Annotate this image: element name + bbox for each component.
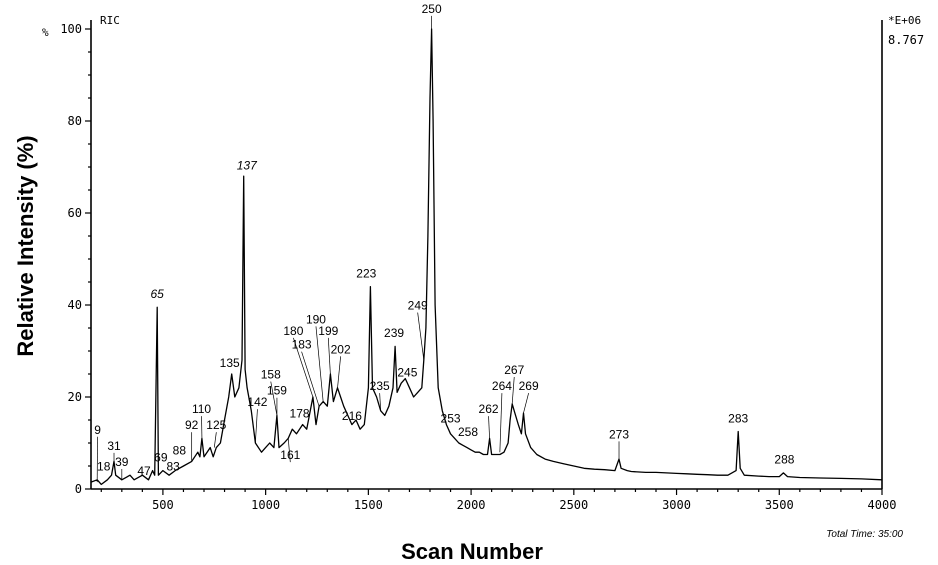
peak-label: 47 bbox=[137, 464, 151, 478]
x-tick-label: 2500 bbox=[559, 498, 588, 512]
y-unit-marker: % bbox=[42, 26, 49, 39]
peak-label: 269 bbox=[519, 379, 539, 393]
x-ticks: 500 1000 1500 2000 2500 3000 3500 4000 bbox=[100, 489, 897, 512]
peak-leader-line bbox=[327, 337, 331, 375]
peak-leader-line bbox=[255, 409, 258, 444]
peak-label: 110 bbox=[192, 402, 211, 416]
peak-label: 264 bbox=[492, 379, 512, 393]
peak-leader-line bbox=[379, 393, 382, 411]
scale-exponent: *E+06 bbox=[888, 14, 921, 27]
peak-label: 137 bbox=[237, 158, 258, 172]
x-tick-label: 500 bbox=[152, 498, 174, 512]
peak-label: 216 bbox=[342, 409, 362, 423]
peak-label: 190 bbox=[306, 312, 326, 326]
peak-label: 253 bbox=[441, 411, 461, 425]
peak-leader-line bbox=[270, 381, 278, 416]
y-axis-title: Relative Intensity (%) bbox=[13, 135, 38, 356]
peak-leader-line bbox=[301, 351, 320, 407]
peak-label: 158 bbox=[261, 368, 281, 382]
peak-label: 249 bbox=[408, 299, 428, 313]
y-ticks: 0 20 40 60 80 100 bbox=[60, 22, 91, 496]
peak-label: 262 bbox=[479, 402, 499, 416]
peak-label: 178 bbox=[290, 407, 310, 421]
peak-label: 180 bbox=[283, 324, 303, 338]
ric-trace-line bbox=[90, 28, 883, 486]
peak-label: 159 bbox=[267, 384, 287, 398]
peak-leader-line bbox=[488, 416, 490, 439]
peak-label: 18 bbox=[97, 460, 111, 474]
y-tick-label: 60 bbox=[68, 206, 82, 220]
peak-label: 88 bbox=[173, 444, 187, 458]
x-tick-label: 1000 bbox=[251, 498, 280, 512]
peak-leader-line bbox=[523, 393, 529, 414]
x-tick-label: 3500 bbox=[765, 498, 794, 512]
peak-label: 202 bbox=[331, 342, 351, 356]
y-tick-label: 80 bbox=[68, 114, 82, 128]
y-tick-label: 0 bbox=[75, 482, 82, 496]
peak-label: 92 bbox=[185, 418, 199, 432]
peak-label: 142 bbox=[247, 395, 267, 409]
peak-label: 223 bbox=[356, 266, 376, 280]
peak-leader-line bbox=[499, 393, 503, 453]
peak-label: 273 bbox=[609, 427, 629, 441]
peak-label: 161 bbox=[280, 448, 300, 462]
peak-label: 283 bbox=[728, 411, 748, 425]
x-axis-title: Scan Number bbox=[401, 539, 543, 564]
peak-leader-line bbox=[293, 337, 314, 398]
peak-leader-line bbox=[511, 376, 515, 404]
peak-label: 65 bbox=[150, 287, 164, 301]
peak-label: 83 bbox=[167, 460, 181, 474]
peak-label: 267 bbox=[504, 363, 524, 377]
peak-label: 288 bbox=[774, 453, 794, 467]
y-tick-label: 40 bbox=[68, 298, 82, 312]
total-time-label: Total Time: 35:00 bbox=[826, 529, 903, 540]
scale-value: 8.767 bbox=[888, 33, 924, 47]
peak-label: 258 bbox=[458, 425, 478, 439]
peak-leader-line bbox=[337, 356, 341, 388]
x-tick-label: 3000 bbox=[662, 498, 691, 512]
x-tick-label: 1500 bbox=[354, 498, 383, 512]
peak-label: 183 bbox=[292, 338, 312, 352]
peak-label: 9 bbox=[94, 423, 101, 437]
peak-label: 135 bbox=[220, 356, 240, 370]
peak-label: 39 bbox=[115, 455, 129, 469]
y-tick-label: 20 bbox=[68, 390, 82, 404]
peak-leader-line bbox=[417, 312, 425, 361]
peak-label: 125 bbox=[206, 418, 226, 432]
x-tick-label: 2000 bbox=[457, 498, 486, 512]
peak-leader-line bbox=[213, 432, 217, 448]
peak-label: 69 bbox=[154, 450, 168, 464]
peak-label: 239 bbox=[384, 326, 404, 340]
peak-leader-line bbox=[287, 438, 291, 463]
y-tick-label: 100 bbox=[60, 22, 82, 36]
peak-label: 245 bbox=[397, 365, 417, 379]
trace-label: RIC bbox=[100, 14, 120, 27]
peak-label: 199 bbox=[318, 324, 338, 338]
peak-label: 235 bbox=[370, 379, 390, 393]
x-tick-label: 4000 bbox=[868, 498, 897, 512]
peak-leader-line bbox=[315, 326, 324, 402]
peak-label: 31 bbox=[107, 439, 121, 453]
peak-label: 250 bbox=[422, 2, 442, 16]
